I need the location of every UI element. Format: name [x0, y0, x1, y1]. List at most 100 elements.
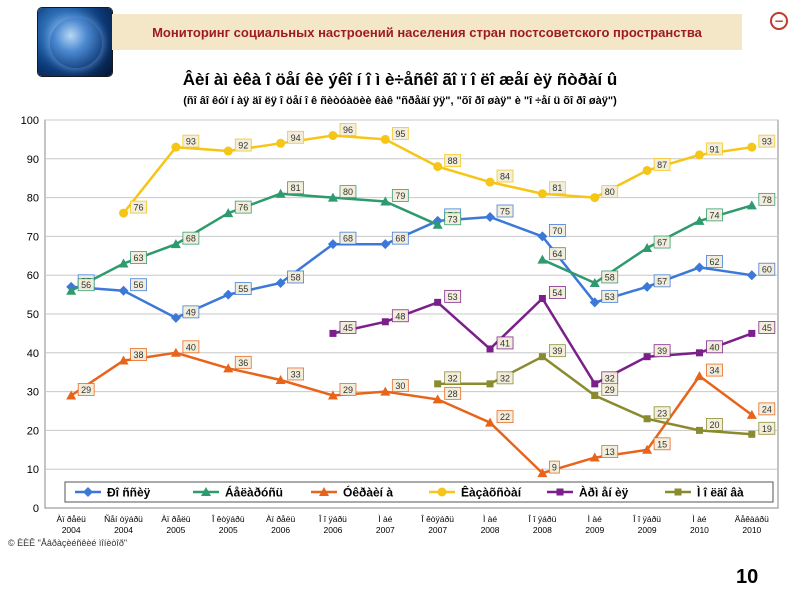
- data-label-box: [339, 383, 357, 396]
- source-note: © ÈÈÊ "Åâðàçèéñêèé ìîíèòîð": [8, 538, 128, 548]
- data-label-box: [391, 379, 409, 393]
- x-tick-label: Àï ðåëü 2004: [57, 514, 87, 535]
- data-label: 22: [500, 412, 510, 422]
- data-label-box: [758, 402, 776, 416]
- data-label: 68: [395, 234, 405, 244]
- data-label-box: [234, 200, 252, 214]
- data-label: 75: [500, 207, 510, 217]
- data-label: 92: [238, 141, 248, 151]
- data-label-box: [758, 262, 776, 276]
- data-label-box: [339, 231, 357, 245]
- y-tick-label: 70: [27, 231, 39, 243]
- x-tick-label: Î êòÿáðü 2005: [211, 514, 245, 535]
- data-label-box: [444, 212, 462, 226]
- data-label-box: [234, 282, 252, 296]
- header-bar: Мониторинг социальных настроений населен…: [112, 14, 742, 50]
- data-point: [380, 239, 391, 250]
- data-label-box: [130, 278, 147, 292]
- data-label: 56: [134, 280, 144, 290]
- legend-label: Áåëàðóñü: [225, 485, 283, 500]
- legend-swatch-marker: [201, 487, 211, 496]
- chart-subtitle: (ñî âî êóï í àÿ äî ëÿ î öåí î ê ñèòóàöèè…: [183, 95, 617, 107]
- data-label: 62: [709, 257, 719, 267]
- data-label: 88: [448, 156, 458, 166]
- data-label: 32: [605, 373, 615, 383]
- data-point: [66, 390, 77, 400]
- data-point: [486, 345, 494, 353]
- legend-label: Óêðàèí à: [343, 485, 393, 500]
- data-label-box: [758, 192, 776, 206]
- data-label: 45: [762, 323, 772, 333]
- data-label: 28: [448, 389, 458, 399]
- data-label: 29: [81, 385, 91, 395]
- data-label-box: [653, 274, 671, 288]
- data-label: 39: [657, 346, 667, 356]
- data-point: [432, 394, 443, 404]
- data-label: 54: [552, 288, 562, 298]
- data-label: 57: [657, 276, 667, 286]
- data-point: [327, 192, 338, 202]
- globe-icon: [50, 18, 102, 68]
- data-label: 13: [605, 447, 615, 457]
- data-label: 53: [605, 292, 615, 302]
- data-label: 19: [762, 424, 772, 434]
- data-label-box: [496, 410, 514, 424]
- data-label: 67: [657, 238, 667, 248]
- data-point: [223, 208, 234, 218]
- data-label-box: [182, 340, 200, 354]
- y-tick-label: 60: [27, 270, 39, 282]
- data-label-box: [496, 204, 514, 218]
- data-point: [746, 200, 757, 210]
- data-label-box: [548, 181, 566, 195]
- data-label: 84: [500, 172, 510, 182]
- data-label: 58: [605, 272, 615, 282]
- data-label: 87: [657, 160, 667, 170]
- data-label-box: [391, 231, 409, 245]
- data-label: 58: [291, 272, 301, 282]
- y-tick-label: 80: [27, 193, 39, 205]
- data-point: [748, 430, 756, 438]
- data-label-box: [653, 235, 671, 249]
- x-tick-label: Ì àé 2010: [690, 514, 709, 535]
- data-label-box: [601, 289, 619, 303]
- data-label-box: [182, 134, 200, 148]
- globe-logo: [38, 8, 112, 76]
- chart-title: Âèí àì èêà î öåí êè ýêî í î ì è÷åñêî ãî …: [182, 70, 618, 89]
- data-point: [642, 243, 653, 253]
- data-label: 56: [81, 280, 91, 290]
- data-point: [381, 318, 389, 326]
- data-label-box: [601, 383, 619, 396]
- data-label: 40: [186, 342, 196, 352]
- legend-label: Êàçàõñòàí: [461, 485, 522, 500]
- data-point: [223, 146, 233, 156]
- data-label: 23: [657, 408, 667, 418]
- data-point: [118, 285, 129, 296]
- y-tick-label: 30: [27, 387, 39, 399]
- data-label-box: [391, 127, 409, 140]
- data-label-box: [758, 134, 776, 148]
- data-point: [537, 231, 548, 242]
- y-tick-label: 40: [27, 348, 39, 360]
- data-label: 78: [762, 195, 772, 205]
- data-label: 39: [552, 346, 562, 356]
- data-label-box: [706, 417, 723, 431]
- minus-circle-icon[interactable]: −: [770, 12, 788, 30]
- data-label: 94: [291, 133, 301, 143]
- data-point: [485, 177, 495, 187]
- data-point: [537, 254, 548, 264]
- data-point: [170, 312, 181, 323]
- data-label-box: [758, 320, 776, 334]
- data-label-box: [339, 185, 357, 199]
- data-label-box: [496, 371, 514, 385]
- data-point: [589, 297, 600, 308]
- data-label: 49: [186, 307, 196, 317]
- data-label: 80: [605, 187, 615, 197]
- data-point: [746, 270, 757, 281]
- data-label-box: [339, 320, 357, 334]
- data-label: 74: [709, 210, 719, 220]
- data-label: 68: [186, 234, 196, 244]
- data-label: 76: [238, 203, 248, 213]
- data-point: [538, 294, 546, 302]
